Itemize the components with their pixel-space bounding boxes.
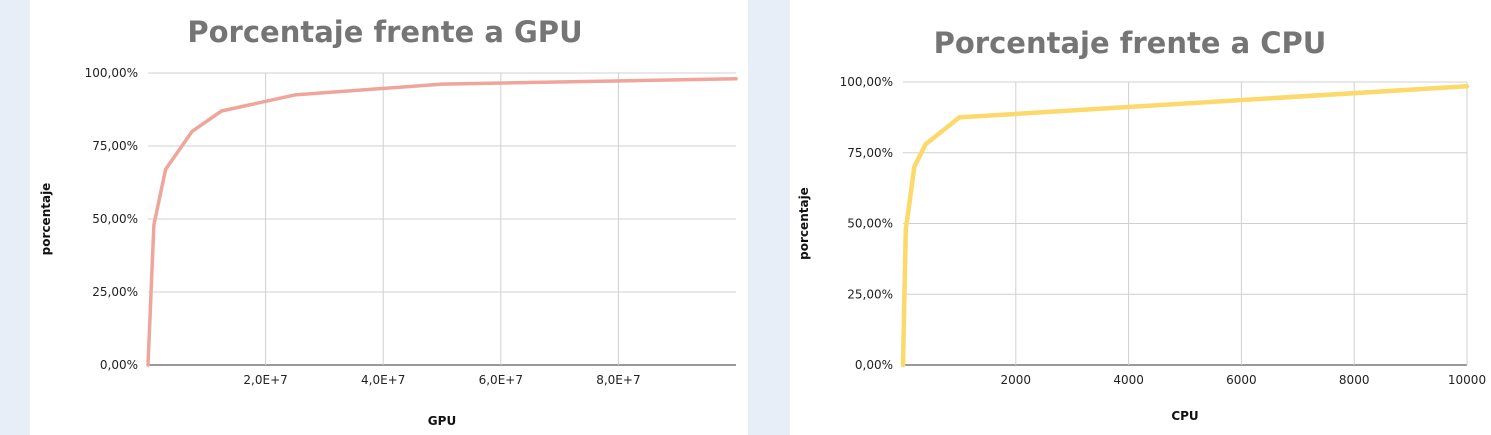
x-tick-label: 8000: [1339, 373, 1370, 387]
x-tick-label: 6,0E+7: [479, 373, 523, 387]
chart-panel-gpu: Porcentaje frente a GPU 0,00% 25,00% 50,00%…: [30, 0, 748, 435]
x-tick-label: 4,0E+7: [361, 373, 405, 387]
y-tick-label: 25,00%: [847, 287, 893, 301]
y-axis-title: porcentaje: [797, 187, 811, 260]
y-tick-label: 75,00%: [847, 146, 893, 160]
y-tick-label: 0,00%: [855, 358, 893, 372]
cpu-series-line: [900, 83, 1470, 368]
y-tick-label: 100,00%: [840, 75, 893, 89]
y-tick-label: 100,00%: [85, 66, 138, 80]
x-axis-title: GPU: [428, 414, 456, 428]
x-tick-label: 6000: [1226, 373, 1257, 387]
y-tick-label: 25,00%: [92, 285, 138, 299]
gpu-series-line: [146, 77, 738, 367]
chart-cpu: Porcentaje frente a CPU 0,00% 25,00% 50,00%…: [797, 26, 1486, 423]
x-tick-label: 2,0E+7: [243, 373, 287, 387]
y-tick-label: 50,00%: [847, 217, 893, 231]
chart-panel-cpu: Porcentaje frente a CPU 0,00% 25,00% 50,00%…: [790, 0, 1491, 435]
chart-title: Porcentaje frente a CPU: [934, 26, 1327, 60]
chart-title: Porcentaje frente a GPU: [187, 15, 582, 49]
chart-gpu: Porcentaje frente a GPU 0,00% 25,00% 50,00%…: [39, 15, 738, 428]
x-tick-label: 10000: [1448, 373, 1486, 387]
x-tick-label: 2000: [1001, 373, 1032, 387]
y-axis-title: porcentaje: [39, 183, 53, 256]
y-tick-label: 50,00%: [92, 212, 138, 226]
x-tick-label: 4000: [1113, 373, 1144, 387]
x-tick-label: 8,0E+7: [596, 373, 640, 387]
y-tick-label: 0,00%: [100, 358, 138, 372]
x-axis-title: CPU: [1171, 409, 1198, 423]
y-tick-label: 75,00%: [92, 139, 138, 153]
